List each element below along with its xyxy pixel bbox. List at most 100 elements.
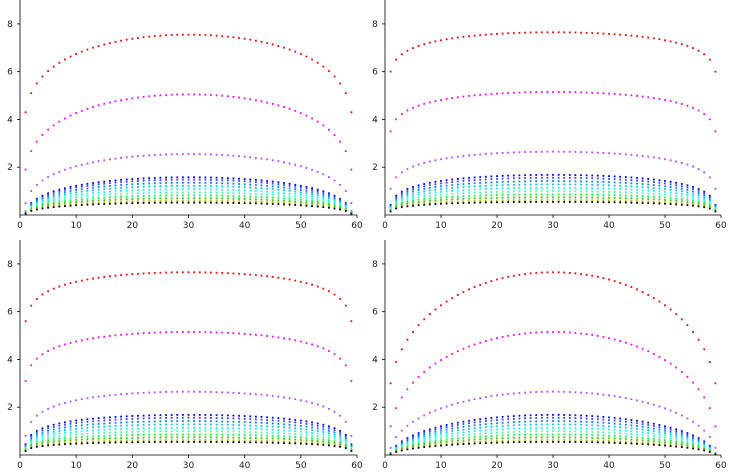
data-point bbox=[266, 190, 269, 193]
data-point bbox=[120, 393, 122, 396]
data-point bbox=[215, 331, 218, 334]
x-tick-label: 50 bbox=[295, 221, 307, 231]
data-point bbox=[30, 364, 33, 367]
data-point bbox=[114, 334, 117, 337]
data-point bbox=[557, 413, 560, 416]
data-point bbox=[103, 159, 106, 162]
data-point bbox=[170, 430, 173, 433]
data-point bbox=[75, 189, 78, 191]
data-point bbox=[630, 442, 633, 445]
data-point bbox=[484, 197, 487, 200]
data-point bbox=[187, 433, 190, 436]
data-point bbox=[193, 176, 196, 179]
data-point bbox=[490, 191, 493, 193]
data-point bbox=[507, 431, 510, 433]
data-point bbox=[125, 38, 128, 41]
data-point bbox=[468, 428, 470, 430]
data-point bbox=[591, 32, 594, 34]
data-point bbox=[602, 437, 605, 440]
data-point bbox=[641, 428, 644, 431]
data-point bbox=[574, 177, 577, 179]
data-point bbox=[148, 185, 151, 188]
data-point bbox=[406, 204, 409, 206]
data-point bbox=[159, 439, 162, 441]
data-point bbox=[52, 197, 55, 200]
data-point bbox=[423, 445, 426, 447]
data-point bbox=[311, 343, 313, 346]
data-point bbox=[266, 201, 269, 203]
data-point bbox=[120, 441, 122, 444]
data-point bbox=[255, 181, 257, 184]
data-point bbox=[512, 32, 515, 34]
data-point bbox=[658, 179, 661, 182]
series-4 bbox=[389, 416, 717, 455]
data-point bbox=[316, 443, 319, 446]
data-point bbox=[260, 428, 263, 431]
data-point bbox=[434, 433, 437, 436]
data-point bbox=[86, 426, 89, 429]
data-point bbox=[417, 200, 420, 203]
data-point bbox=[546, 173, 549, 176]
data-point bbox=[103, 441, 106, 444]
data-point bbox=[299, 340, 302, 343]
data-point bbox=[266, 101, 269, 104]
x-tick-label: 30 bbox=[547, 461, 559, 471]
data-point bbox=[47, 407, 49, 410]
data-point bbox=[226, 188, 229, 191]
data-point bbox=[277, 440, 280, 443]
data-point bbox=[176, 440, 179, 443]
data-point bbox=[170, 439, 173, 441]
data-point bbox=[311, 441, 313, 444]
data-point bbox=[75, 198, 78, 201]
data-point bbox=[232, 433, 235, 436]
data-point bbox=[580, 199, 582, 201]
data-point bbox=[148, 95, 151, 98]
data-point bbox=[602, 336, 605, 338]
data-point bbox=[468, 176, 470, 179]
data-point bbox=[568, 196, 571, 199]
data-point bbox=[232, 272, 235, 275]
data-point bbox=[181, 416, 184, 419]
data-point bbox=[283, 201, 285, 204]
data-point bbox=[238, 186, 240, 188]
data-point bbox=[417, 191, 420, 194]
data-point bbox=[423, 439, 426, 442]
data-point bbox=[328, 128, 330, 131]
data-point bbox=[490, 93, 493, 95]
data-point bbox=[339, 202, 342, 205]
data-point bbox=[210, 179, 212, 181]
x-tick-label: 30 bbox=[183, 221, 195, 231]
data-point bbox=[641, 431, 644, 434]
data-point bbox=[574, 423, 577, 426]
data-point bbox=[47, 425, 49, 428]
data-point bbox=[215, 271, 218, 274]
data-point bbox=[591, 193, 594, 196]
data-point bbox=[512, 177, 515, 180]
data-point bbox=[215, 199, 218, 202]
data-point bbox=[507, 421, 510, 424]
data-point bbox=[546, 190, 549, 193]
data-point bbox=[529, 180, 532, 183]
data-point bbox=[176, 194, 179, 197]
data-point bbox=[35, 205, 38, 208]
data-point bbox=[125, 333, 128, 336]
data-point bbox=[226, 423, 229, 426]
data-point bbox=[535, 183, 538, 186]
data-point bbox=[703, 441, 706, 444]
data-point bbox=[563, 433, 566, 436]
data-point bbox=[552, 433, 554, 436]
data-point bbox=[680, 446, 683, 449]
data-point bbox=[596, 151, 599, 154]
data-point bbox=[86, 182, 89, 185]
data-point bbox=[108, 202, 111, 205]
data-point bbox=[176, 436, 179, 439]
data-point bbox=[159, 423, 162, 426]
data-point bbox=[58, 200, 61, 203]
data-point bbox=[80, 200, 83, 203]
data-point bbox=[568, 417, 571, 419]
data-point bbox=[580, 391, 582, 394]
data-point bbox=[473, 199, 476, 202]
data-point bbox=[238, 439, 240, 442]
data-point bbox=[131, 200, 134, 203]
data-point bbox=[445, 184, 448, 187]
